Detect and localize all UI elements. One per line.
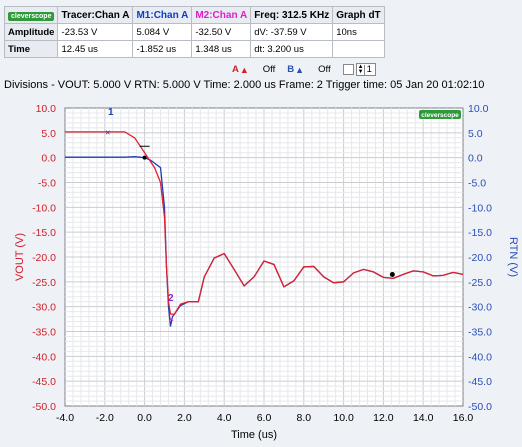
row-label-time: Time <box>3 40 59 58</box>
y-tick-label-right: -20.0 <box>468 252 492 264</box>
y-tick-label-right: -40.0 <box>468 351 492 363</box>
amplitude-tracer: -23.53 V <box>57 23 134 41</box>
cursor-b-label: B <box>287 64 295 75</box>
x-tick-label: -4.0 <box>56 412 74 424</box>
plot-logo-badge <box>419 110 461 119</box>
cursor-a-label: A <box>232 64 239 75</box>
x-tick-label: 4.0 <box>217 412 232 424</box>
x-tick-label: 12.0 <box>373 412 394 424</box>
header-graph-dt: Graph dT <box>332 6 385 24</box>
cursor-a-button[interactable]: A ▲ <box>232 64 249 75</box>
axis-ticks: -4.0 -2.0 0.0 2.0 4.0 6.0 8.0 10.0 12.0 14.0 16.01… <box>32 103 492 424</box>
y-tick-label-left: 0.0 <box>41 153 56 165</box>
trigger-point <box>142 155 147 160</box>
marker2-cross: × <box>169 314 174 324</box>
cursor-checkbox[interactable] <box>342 64 354 75</box>
amplitude-dv: dV: -37.59 V <box>250 23 334 41</box>
cursor-b-button[interactable]: B ▲ <box>287 64 304 75</box>
x-tick-label: 2.0 <box>177 412 192 424</box>
y-tick-label-left: -30.0 <box>32 302 56 314</box>
y-tick-label-left: -50.0 <box>32 401 56 413</box>
stepper-arrows-icon[interactable]: ▲ ▼ <box>357 63 365 75</box>
y-tick-label-right: -5.0 <box>468 178 486 190</box>
header-m1[interactable]: M1:Chan A <box>132 6 193 24</box>
y-tick-label-left: -40.0 <box>32 351 56 363</box>
y-tick-label-right: 0.0 <box>468 153 483 165</box>
header-m2[interactable]: M2:Chan A <box>191 6 252 24</box>
logo-cell: cleverscope <box>3 6 59 24</box>
row-label-amplitude: Amplitude <box>3 23 59 41</box>
tracer-point <box>389 272 395 278</box>
frame-stepper[interactable]: ▲ ▼ 1 <box>355 63 376 76</box>
y-tick-label-left: -35.0 <box>32 327 56 339</box>
y-axis-label-left: VOUT (V) <box>14 233 26 281</box>
cursor-a-state: Off <box>262 64 276 75</box>
grid <box>65 108 463 406</box>
cursor-b-state: Off <box>318 64 331 75</box>
series-vout-line <box>65 131 464 315</box>
x-tick-label: 8.0 <box>296 412 311 424</box>
marker2-label: 2 <box>168 293 174 304</box>
y-tick-label-right: -10.0 <box>468 202 492 214</box>
cursor-b-icon: ▲ <box>295 64 305 75</box>
y-tick-label-left: 5.0 <box>41 128 56 140</box>
marker1-label: 1 <box>108 107 114 118</box>
y-tick-label-right: -15.0 <box>468 227 492 239</box>
y-tick-label-right: 10.0 <box>468 103 489 115</box>
amplitude-graph-dt: 10ns <box>332 23 385 41</box>
header-freq: Freq: 312.5 KHz <box>250 6 334 24</box>
y-axis-label-right: RTN (V) <box>507 237 519 277</box>
y-tick-label-left: -25.0 <box>32 277 56 289</box>
cleverscope-logo: cleverscope <box>8 11 55 21</box>
cursor-controls: A ▲ Off B ▲ Off ▲ ▼ 1 <box>232 63 376 76</box>
measurement-table: cleverscope Tracer:Chan A M1:Chan A M2:C… <box>3 6 385 58</box>
scope-plot[interactable]: -4.0 -2.0 0.0 2.0 4.0 6.0 8.0 10.0 12.0 14.0 16.01… <box>0 98 522 447</box>
y-tick-label-left: -5.0 <box>38 178 56 190</box>
y-tick-label-left: -20.0 <box>32 252 56 264</box>
time-tracer: 12.45 us <box>57 40 134 58</box>
time-graph-dt <box>332 40 385 58</box>
amplitude-m1: 5.084 V <box>132 23 193 41</box>
y-tick-label-right: -25.0 <box>468 277 492 289</box>
status-bar: Divisions - VOUT: 5.000 V RTN: 5.000 V T… <box>4 79 485 91</box>
x-tick-label: 6.0 <box>257 412 272 424</box>
x-tick-label: 14.0 <box>413 412 434 424</box>
y-tick-label-right: -50.0 <box>468 401 492 413</box>
y-tick-label-right: -45.0 <box>468 376 492 388</box>
x-tick-label: 10.0 <box>333 412 354 424</box>
y-tick-label-left: -10.0 <box>32 202 56 214</box>
x-tick-label: -2.0 <box>96 412 114 424</box>
y-tick-label-right: 5.0 <box>468 128 483 140</box>
time-dt: dt: 3.200 us <box>250 40 334 58</box>
marker1-cross: × <box>105 127 110 137</box>
x-tick-label: 16.0 <box>453 412 474 424</box>
y-tick-label-right: -35.0 <box>468 327 492 339</box>
y-tick-label-left: -45.0 <box>32 376 56 388</box>
plot-logo: cleverscope <box>421 112 459 119</box>
trace-group <box>65 131 464 327</box>
stepper-value[interactable]: 1 <box>366 64 372 75</box>
y-tick-label-left: 10.0 <box>36 103 57 115</box>
time-m2: 1.348 us <box>191 40 252 58</box>
x-axis-label: Time (us) <box>231 429 277 441</box>
y-tick-label-right: -30.0 <box>468 302 492 314</box>
time-m1: -1.852 us <box>132 40 193 58</box>
amplitude-m2: -32.50 V <box>191 23 252 41</box>
header-tracer[interactable]: Tracer:Chan A <box>57 6 134 24</box>
y-tick-label-left: -15.0 <box>32 227 56 239</box>
cursor-a-icon: ▲ <box>239 64 249 75</box>
marker-group: ×× <box>105 127 395 324</box>
x-tick-label: 0.0 <box>137 412 152 424</box>
